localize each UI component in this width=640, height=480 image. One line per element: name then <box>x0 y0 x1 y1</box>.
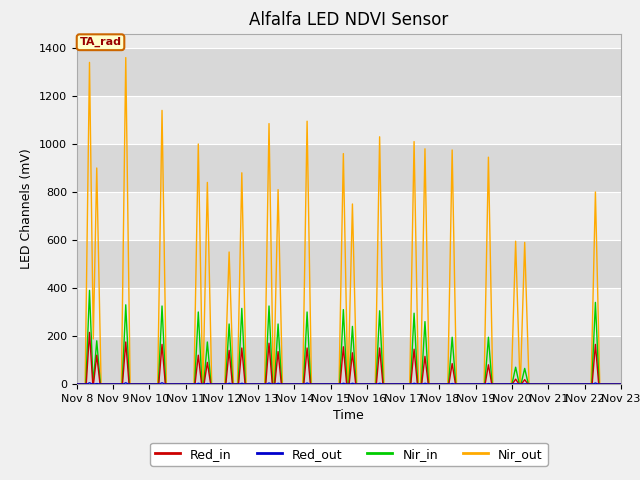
Red_in <box>86 329 93 335</box>
Text: TA_rad: TA_rad <box>79 37 122 48</box>
Nir_out <box>219 381 227 387</box>
Bar <box>77 288 621 336</box>
Nir_in <box>73 381 81 387</box>
Bar <box>77 240 621 288</box>
Red_out <box>120 381 127 387</box>
Line: Nir_in: Nir_in <box>77 290 621 384</box>
Nir_in <box>86 288 93 293</box>
Nir_out <box>369 381 377 387</box>
Nir_in <box>617 381 625 387</box>
Nir_in <box>369 381 377 387</box>
Nir_out <box>73 381 81 387</box>
Line: Nir_out: Nir_out <box>77 58 621 384</box>
Red_out <box>73 381 81 387</box>
Nir_out <box>122 55 129 60</box>
Bar <box>77 96 621 144</box>
Bar <box>77 48 621 96</box>
Red_out <box>544 381 552 387</box>
Title: Alfalfa LED NDVI Sensor: Alfalfa LED NDVI Sensor <box>249 11 449 29</box>
Nir_out <box>544 381 552 387</box>
Red_out <box>360 381 368 387</box>
Red_in <box>369 381 377 387</box>
Nir_out <box>360 381 368 387</box>
Bar <box>77 336 621 384</box>
Nir_in <box>120 353 127 359</box>
Red_out <box>617 381 625 387</box>
Nir_out <box>120 245 127 251</box>
Nir_in <box>544 381 552 387</box>
Red_in <box>73 381 81 387</box>
Red_in <box>120 370 127 375</box>
Red_in <box>219 381 227 387</box>
Red_in <box>617 381 625 387</box>
Y-axis label: LED Channels (mV): LED Channels (mV) <box>20 148 33 269</box>
Legend: Red_in, Red_out, Nir_in, Nir_out: Red_in, Red_out, Nir_in, Nir_out <box>150 443 548 466</box>
X-axis label: Time: Time <box>333 409 364 422</box>
Line: Red_out: Red_out <box>77 383 621 384</box>
Red_out <box>369 381 377 387</box>
Nir_in <box>76 381 83 387</box>
Nir_in <box>360 381 368 387</box>
Nir_in <box>219 381 227 387</box>
Bar <box>77 34 621 48</box>
Bar <box>77 144 621 192</box>
Red_out <box>122 380 129 385</box>
Nir_out <box>76 381 83 387</box>
Red_in <box>76 381 83 387</box>
Red_in <box>360 381 368 387</box>
Red_out <box>76 381 83 387</box>
Nir_out <box>617 381 625 387</box>
Bar <box>77 192 621 240</box>
Line: Red_in: Red_in <box>77 332 621 384</box>
Red_out <box>219 381 227 387</box>
Red_in <box>544 381 552 387</box>
